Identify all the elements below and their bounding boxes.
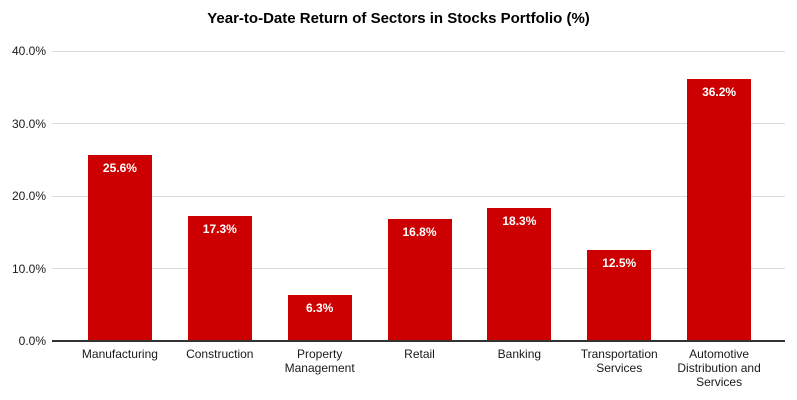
- bar: 18.3%: [487, 208, 552, 341]
- gridline: [52, 195, 785, 197]
- bar-value-label: 6.3%: [305, 301, 334, 316]
- x-axis-category-label: Construction: [186, 347, 254, 361]
- bar-slot: 36.2%: [669, 51, 769, 341]
- x-axis-category-label: Banking: [497, 347, 542, 361]
- x-label-slot: Transportation Services: [569, 347, 669, 389]
- bar-value-label: 25.6%: [102, 161, 137, 176]
- x-label-slot: Property Management: [270, 347, 370, 389]
- bar-slot: 16.8%: [370, 51, 470, 341]
- bar-slot: 18.3%: [469, 51, 569, 341]
- y-axis-tick-label: 30.0%: [11, 116, 46, 131]
- bar-slot: 6.3%: [270, 51, 370, 341]
- y-axis-tick-label: 20.0%: [11, 189, 46, 203]
- x-axis-labels: Manufacturing Construction Property Manage…: [70, 347, 769, 389]
- x-label-slot: Automotive Distribution and Services: [669, 347, 769, 389]
- bar: 36.2%: [687, 78, 752, 341]
- gridline: [52, 50, 785, 52]
- bar-value-label: 17.3%: [202, 221, 237, 236]
- gridline: [52, 123, 785, 124]
- x-axis-category-label: Automotive Distribution and Services: [677, 347, 761, 389]
- x-label-slot: Manufacturing: [70, 347, 170, 389]
- x-label-slot: Construction: [170, 347, 270, 389]
- x-axis-category-label: Manufacturing: [81, 347, 158, 361]
- bar: 16.8%: [387, 219, 452, 341]
- y-axis-tick-label: 0.0%: [18, 334, 46, 348]
- x-label-slot: Retail: [370, 347, 470, 389]
- bar-value-label: 12.5%: [602, 256, 637, 271]
- bar-value-label: 18.3%: [502, 214, 537, 229]
- x-axis-category-label: Property Management: [284, 347, 355, 375]
- bar-value-label: 36.2%: [702, 84, 737, 99]
- x-axis-category-label: Retail: [404, 347, 435, 361]
- bar-value-label: 16.8%: [402, 225, 437, 240]
- y-axis-tick-label: 40.0%: [11, 44, 46, 58]
- x-axis-category-label: Transportation Services: [580, 347, 658, 375]
- bar: 12.5%: [587, 250, 652, 341]
- x-label-slot: Banking: [469, 347, 569, 389]
- y-axis-tick-label: 10.0%: [11, 261, 46, 276]
- bar: 17.3%: [187, 215, 252, 341]
- bar-slot: 25.6%: [70, 51, 170, 341]
- bar: 6.3%: [287, 295, 352, 341]
- bar: 25.6%: [87, 155, 152, 341]
- bar-slot: 12.5%: [569, 51, 669, 341]
- x-axis-line: [52, 340, 785, 342]
- plot-area: 25.6% 17.3% 6.3% 16.8% 18.3% 12.5% 36.2%: [70, 51, 769, 341]
- bar-slot: 17.3%: [170, 51, 270, 341]
- chart-title: Year-to-Date Return of Sectors in Stocks…: [207, 10, 590, 27]
